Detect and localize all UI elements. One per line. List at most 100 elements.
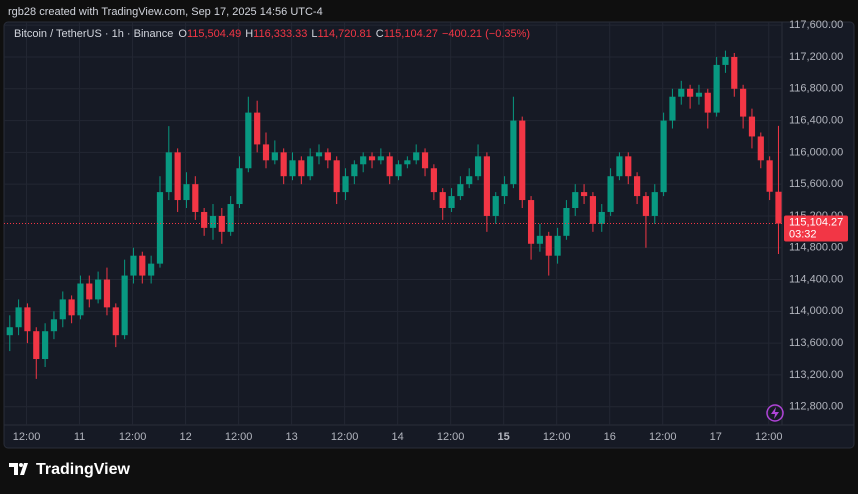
legend: Bitcoin / TetherUS · 1h · Binance O 115,5… — [14, 28, 530, 40]
candle-body — [209, 215, 217, 228]
brand-logo — [9, 463, 28, 475]
candle-body — [148, 263, 155, 276]
x-tick-label: 12 — [179, 431, 191, 443]
last-price-label: 115,104.27 — [789, 216, 843, 228]
candle-body — [766, 160, 773, 192]
y-tick-label: 116,800.00 — [789, 83, 843, 95]
candle-body — [24, 307, 31, 332]
candle-body — [342, 176, 349, 193]
candle-body — [421, 152, 429, 169]
y-tick-label: 116,000.00 — [789, 146, 843, 158]
candle-body — [545, 235, 552, 256]
ohlc-value: 116,333.33 — [253, 28, 307, 40]
candle-body — [386, 156, 393, 177]
candle-body — [368, 156, 376, 161]
candle-body — [616, 156, 623, 177]
candle-body — [519, 120, 526, 201]
x-tick-label: 12:00 — [755, 431, 783, 443]
y-tick-label: 117,200.00 — [789, 51, 843, 63]
header: rgb28 created with TradingView.com, Sep … — [8, 6, 323, 18]
x-tick-label: 17 — [710, 431, 722, 443]
x-tick-label: 12:00 — [543, 431, 571, 443]
candle-body — [174, 152, 181, 201]
candle-body — [607, 176, 614, 212]
candle-body — [139, 255, 146, 276]
candle-body — [254, 112, 261, 145]
x-tick-label: 12:00 — [331, 431, 359, 443]
symbol-title: Bitcoin / TetherUS · 1h · Binance — [14, 28, 173, 40]
candle-body — [59, 299, 66, 320]
candle-body — [227, 204, 234, 232]
candle-body — [395, 164, 402, 177]
candle-body — [731, 56, 738, 89]
candle-body — [156, 192, 164, 264]
candle-body — [501, 184, 508, 197]
candle-body — [448, 196, 455, 208]
last-price-box — [784, 215, 848, 242]
x-tick-label: 16 — [604, 431, 616, 443]
y-tick-label: 114,000.00 — [789, 305, 843, 317]
ohlc-key: H — [245, 28, 253, 40]
candle-body — [121, 275, 128, 336]
candle-body — [580, 192, 588, 197]
x-tick-label: 15 — [498, 431, 510, 443]
x-tick-label: 12:00 — [437, 431, 465, 443]
y-tick-label: 117,600.00 — [789, 19, 843, 31]
candle-body — [634, 176, 641, 197]
x-tick-label: 11 — [74, 431, 85, 443]
x-tick-label: 14 — [392, 431, 404, 443]
candle-body — [165, 152, 172, 193]
alert-icon[interactable] — [766, 404, 784, 422]
candle-body — [324, 152, 331, 161]
ohlc-key: O — [178, 28, 187, 40]
y-tick-label: 112,800.00 — [789, 401, 843, 413]
ohlc-value: 115,504.49 — [187, 28, 241, 40]
x-tick-label: 12:00 — [13, 431, 41, 443]
x-tick-label: 13 — [285, 431, 297, 443]
alert-icon-bolt — [771, 407, 779, 419]
candle-body — [6, 327, 13, 336]
y-tick-label: 113,600.00 — [789, 337, 843, 349]
candle-body — [33, 331, 40, 360]
candle-body — [245, 112, 252, 169]
candle-body — [280, 152, 287, 177]
candle-body — [95, 279, 102, 300]
brand-name: TradingView — [36, 461, 131, 478]
candle-body — [598, 211, 605, 224]
x-tick-label: 12:00 — [119, 431, 147, 443]
candle-body — [722, 56, 729, 65]
candle-body — [740, 88, 747, 117]
candle-body — [625, 156, 632, 177]
candle-body — [77, 283, 84, 316]
candle-body — [492, 196, 499, 216]
candle-body — [757, 136, 764, 161]
candle-body — [713, 64, 720, 113]
candle-body — [360, 156, 367, 165]
ohlc-key: C — [376, 28, 384, 40]
candle-body — [103, 279, 111, 308]
candle-body — [333, 160, 340, 193]
candle-body — [236, 168, 243, 205]
candle-body — [42, 331, 49, 360]
candle-body — [775, 191, 782, 224]
y-tick-label: 114,800.00 — [789, 242, 843, 254]
candle-body — [271, 152, 278, 161]
candle-body — [457, 184, 464, 197]
candle-body — [430, 168, 437, 193]
candle-body — [474, 156, 482, 177]
x-tick-label: 12:00 — [225, 431, 253, 443]
ohlc-value: 114,720.81 — [318, 28, 372, 40]
grid: 112,800.00 113,200.00 113,600.00 114,000.00… — [4, 19, 843, 443]
candle-body — [660, 120, 667, 193]
countdown: 03:32 — [789, 228, 817, 240]
candle-body — [466, 176, 473, 185]
candle-body — [678, 88, 685, 97]
candle-body — [748, 116, 756, 137]
candle-body — [651, 192, 658, 216]
candle-body — [483, 156, 490, 216]
candle-body — [298, 160, 305, 177]
candle-body — [554, 235, 561, 256]
y-tick-label: 115,600.00 — [789, 178, 843, 190]
